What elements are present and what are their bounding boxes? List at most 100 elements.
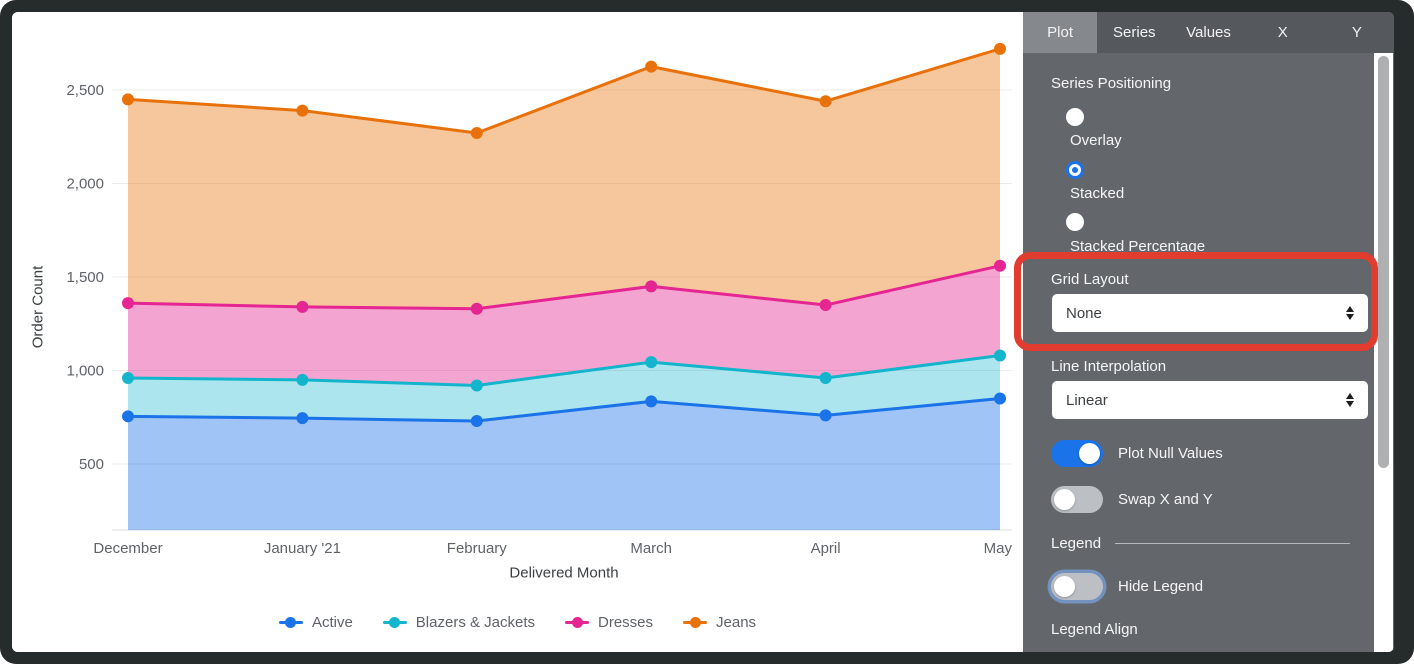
plot-settings-body: Series Positioning Overlay Stacked Stack… (1023, 53, 1374, 652)
line-interpolation-label: Line Interpolation (1051, 358, 1167, 375)
plot-null-values-row: Plot Null Values (1051, 440, 1223, 467)
data-point[interactable] (122, 93, 134, 106)
y-tick-label: 2,000 (66, 176, 104, 193)
legend-marker-icon (683, 617, 708, 629)
data-point[interactable] (470, 414, 483, 427)
x-tick-label: December (93, 540, 162, 557)
legend-label: Active (311, 614, 353, 631)
tab-values[interactable]: Values (1186, 24, 1231, 41)
data-point[interactable] (994, 42, 1006, 55)
line-interpolation-select[interactable]: Linear (1052, 381, 1368, 419)
panel-scrollbar-thumb[interactable] (1378, 56, 1389, 468)
tab-series[interactable]: Series (1113, 24, 1156, 41)
hide-legend-label: Hide Legend (1118, 578, 1204, 595)
data-point[interactable] (645, 60, 658, 73)
legend-label: Jeans (716, 614, 757, 631)
plot-settings-panel: Plot Series Values X Y Series Positionin… (1023, 12, 1394, 652)
data-point[interactable] (994, 259, 1006, 272)
stacked-area-chart: 500 1,000 1,500 2,000 2,500 December January '… (66, 42, 1013, 557)
chart-legend: Active Blazers & Jackets Dresses Jeans (12, 614, 1023, 631)
data-point[interactable] (645, 356, 658, 369)
visualization-editor: 500 1,000 1,500 2,000 2,500 December January '… (12, 12, 1394, 652)
radio-stacked-percentage[interactable] (1066, 213, 1084, 231)
area-fill-active (128, 398, 1000, 530)
legend-item-jeans[interactable]: Jeans (683, 614, 756, 631)
series-line (126, 47, 1002, 135)
grid-layout-value: None (1066, 304, 1102, 322)
data-point[interactable] (994, 349, 1006, 362)
x-tick-label: May (984, 540, 1013, 557)
legend-section-header: Legend (1051, 535, 1350, 552)
radio-stacked[interactable] (1066, 161, 1084, 179)
series-line (126, 397, 1002, 423)
data-point[interactable] (470, 302, 483, 315)
data-point[interactable] (819, 409, 832, 422)
x-tick-label: March (630, 540, 672, 557)
area-fill-jeans (128, 48, 1000, 309)
data-point[interactable] (819, 95, 832, 108)
y-tick-label: 1,500 (66, 269, 104, 286)
swap-x-y-row: Swap X and Y (1051, 486, 1213, 513)
data-point[interactable] (819, 371, 832, 384)
data-point[interactable] (122, 371, 134, 384)
x-axis-title: Delivered Month (509, 564, 619, 582)
tab-x[interactable]: X (1277, 24, 1288, 41)
radio-overlay[interactable] (1066, 108, 1084, 126)
y-axis-title: Order Count (29, 265, 47, 349)
data-point[interactable] (470, 379, 483, 392)
data-point[interactable] (122, 297, 134, 310)
data-point[interactable] (296, 412, 309, 425)
grid-layout-select[interactable]: None (1052, 294, 1368, 332)
x-tick-label: February (447, 540, 508, 557)
legend-label: Dresses (598, 614, 654, 631)
legend-item-active[interactable]: Active (278, 614, 353, 631)
radio-stacked-percentage-label: Stacked Percentage (1070, 238, 1206, 255)
legend-align-label: Legend Align (1051, 621, 1138, 638)
swap-x-y-toggle[interactable] (1051, 486, 1103, 513)
x-tick-label: January '21 (264, 540, 341, 557)
y-tick-label: 500 (79, 456, 104, 473)
hide-legend-row: Hide Legend (1051, 573, 1203, 600)
hide-legend-toggle[interactable] (1051, 573, 1103, 600)
data-point[interactable] (994, 392, 1006, 405)
data-point[interactable] (296, 104, 309, 117)
plot-null-values-label: Plot Null Values (1118, 445, 1223, 462)
data-point[interactable] (470, 127, 483, 140)
plot-null-values-toggle[interactable] (1051, 440, 1103, 467)
data-point[interactable] (645, 280, 658, 293)
data-point[interactable] (819, 299, 832, 312)
legend-item-blazers-jackets[interactable]: Blazers & Jackets (382, 614, 536, 631)
data-point[interactable] (296, 373, 309, 386)
series-positioning-label: Series Positioning (1051, 75, 1172, 92)
legend-marker-icon (278, 617, 303, 629)
y-tick-label: 2,500 (66, 82, 104, 99)
radio-stacked-label: Stacked (1070, 185, 1125, 202)
panel-scrollbar-track[interactable] (1374, 53, 1393, 652)
legend-label: Blazers & Jackets (415, 614, 536, 631)
area-fill-dresses (128, 265, 1000, 386)
line-interpolation-value: Linear (1066, 391, 1108, 409)
y-tick-label: 1,000 (66, 363, 104, 380)
grid-layout-label: Grid Layout (1051, 271, 1129, 288)
area-fill-blazers-jackets (128, 355, 1000, 421)
swap-x-y-label: Swap X and Y (1118, 491, 1213, 508)
section-divider (1115, 543, 1350, 544)
settings-tab-bar: Plot Series Values X Y (1023, 12, 1394, 53)
data-point[interactable] (645, 395, 658, 408)
chart-area: 500 1,000 1,500 2,000 2,500 December January '… (12, 12, 1023, 652)
legend-marker-icon (565, 617, 590, 629)
tab-y[interactable]: Y (1351, 24, 1362, 41)
legend-marker-icon (382, 617, 407, 629)
legend-item-dresses[interactable]: Dresses (565, 614, 653, 631)
radio-overlay-label: Overlay (1070, 132, 1122, 149)
series-line (126, 354, 1002, 387)
data-point[interactable] (122, 410, 134, 423)
series-line (126, 264, 1002, 311)
data-point[interactable] (296, 300, 309, 313)
tab-plot[interactable]: Plot (1023, 12, 1098, 53)
legend-section-label: Legend (1051, 535, 1102, 552)
x-tick-label: April (811, 540, 841, 557)
updown-arrow-icon (1346, 393, 1354, 407)
updown-arrow-icon (1346, 306, 1354, 320)
